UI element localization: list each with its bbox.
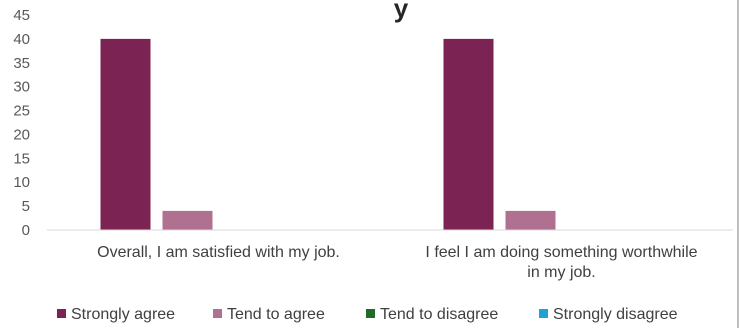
category-label: I feel I am doing something worthwhile	[425, 244, 697, 261]
legend-swatch	[539, 309, 548, 318]
legend-swatch	[213, 309, 222, 318]
y-tick-label: 25	[13, 103, 30, 120]
y-tick-label: 10	[13, 174, 30, 191]
bar-strongly-agree	[100, 38, 151, 231]
y-axis-ticks: 0 5 10 15 20 25 30 35 40 45	[13, 7, 30, 239]
legend-label: Strongly agree	[71, 306, 175, 323]
legend-label: Strongly disagree	[553, 306, 678, 323]
y-tick-label: 45	[13, 7, 30, 24]
y-tick-label: 40	[13, 31, 30, 48]
category-labels: Overall, I am satisfied with my job. I fe…	[97, 244, 698, 281]
bar-strongly-agree	[443, 38, 494, 231]
legend-swatch	[57, 309, 66, 318]
y-tick-label: 5	[22, 198, 30, 215]
legend: Strongly agree Tend to agree Tend to disag…	[57, 306, 678, 323]
y-tick-label: 20	[13, 126, 30, 143]
legend-swatch	[366, 309, 375, 318]
category-label: Overall, I am satisfied with my job.	[97, 244, 340, 261]
y-tick-label: 15	[13, 150, 30, 167]
legend-label: Tend to agree	[227, 306, 325, 323]
y-tick-label: 35	[13, 55, 30, 72]
y-tick-label: 30	[13, 79, 30, 96]
bar-tend-to-agree	[505, 210, 556, 230]
bar-tend-to-agree	[162, 210, 213, 230]
y-tick-label: 0	[22, 222, 30, 239]
category-label: in my job.	[527, 264, 595, 281]
bars	[100, 38, 556, 231]
legend-label: Tend to disagree	[380, 306, 498, 323]
chart-title-fragment: y	[394, 0, 409, 23]
